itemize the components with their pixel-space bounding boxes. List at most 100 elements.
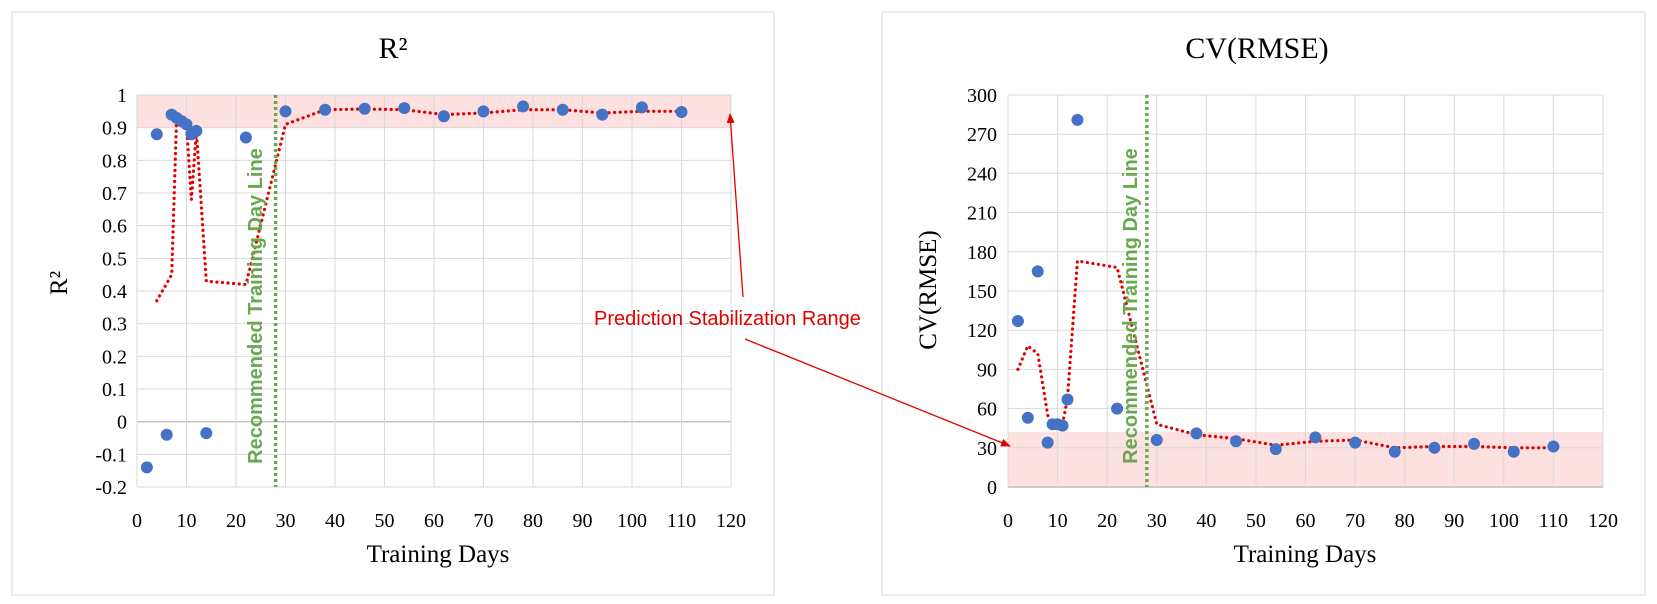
- x-axis-label: Training Days: [1234, 541, 1377, 568]
- data-point: [279, 105, 292, 118]
- y-tick-label: 300: [967, 85, 997, 107]
- y-tick-label: 150: [967, 281, 997, 303]
- x-tick-label: 120: [716, 510, 746, 532]
- x-axis-label: Training Days: [367, 541, 510, 568]
- data-point: [596, 108, 609, 121]
- data-point: [319, 103, 332, 116]
- data-point: [675, 105, 688, 118]
- recommended-line-label: Recommended Training Day Line: [245, 148, 267, 464]
- data-point: [635, 101, 648, 114]
- data-point: [1011, 315, 1024, 328]
- x-tick-label: 110: [667, 510, 696, 532]
- x-tick-label: 70: [474, 510, 494, 532]
- y-tick-label: 120: [967, 320, 997, 342]
- data-point: [239, 131, 252, 144]
- data-point: [1071, 113, 1084, 126]
- x-tick-label: 100: [1489, 510, 1519, 532]
- y-tick-label: 0.1: [102, 379, 127, 401]
- x-tick-label: 100: [617, 510, 647, 532]
- cv-rmse-chart: CV(RMSE) 0 30 60 90 120 150 180 210 240 270 300 0 10…: [881, 11, 1646, 596]
- y-tick-label: 0.2: [102, 346, 127, 368]
- y-tick-label: 1: [117, 85, 127, 107]
- stabilization-annotation: Prediction Stabilization Range: [594, 113, 1011, 447]
- y-axis-label: CV(RMSE): [915, 230, 942, 349]
- data-point: [1547, 440, 1560, 453]
- chart-frame: [881, 11, 1646, 596]
- data-point: [1269, 443, 1282, 456]
- x-tick-label: 80: [1395, 510, 1415, 532]
- y-tick-label: 60: [977, 399, 997, 421]
- x-tick-label: 20: [1097, 510, 1117, 532]
- data-point: [1349, 436, 1362, 449]
- data-point: [1388, 445, 1401, 458]
- x-tick-label: 60: [424, 510, 444, 532]
- data-point: [1031, 265, 1044, 278]
- y-tick-label: 210: [967, 203, 997, 225]
- x-tick-label: 0: [132, 510, 142, 532]
- data-point: [437, 110, 450, 123]
- x-tick-label: 110: [1539, 510, 1568, 532]
- x-tick-label: 40: [1196, 510, 1216, 532]
- y-tick-label: 0.7: [102, 183, 127, 205]
- x-tick-label: 70: [1345, 510, 1365, 532]
- y-tick-label: -0.1: [95, 444, 127, 466]
- x-tick-label: 50: [375, 510, 395, 532]
- x-tick-label: 10: [177, 510, 197, 532]
- x-tick-label: 60: [1296, 510, 1316, 532]
- data-point: [160, 428, 173, 441]
- x-tick-label: 30: [276, 510, 296, 532]
- data-point: [1041, 436, 1054, 449]
- data-point: [556, 103, 569, 116]
- data-point: [140, 461, 153, 474]
- y-tick-label: 0.9: [102, 118, 127, 140]
- y-axis-label: R²: [46, 271, 73, 295]
- y-tick-label: 90: [977, 359, 997, 381]
- data-point: [398, 102, 411, 115]
- data-point: [358, 102, 371, 115]
- plot-area: -0.2-0.100.10.20.30.40.50.60.70.80.910 10…: [95, 85, 746, 532]
- x-tick-label: 50: [1246, 510, 1266, 532]
- x-tick-label: 30: [1147, 510, 1167, 532]
- x-tick-label: 40: [325, 510, 345, 532]
- x-tick-label: 80: [523, 510, 543, 532]
- data-point: [1150, 433, 1163, 446]
- data-point: [517, 100, 530, 113]
- y-tick-label: 0.3: [102, 314, 127, 336]
- y-tick-label: 180: [967, 242, 997, 264]
- x-tick-label: 20: [226, 510, 246, 532]
- data-point: [190, 124, 203, 137]
- plot-area: 0 30 60 90 120 150 180 210 240 270 300 0 10 20 30 40 50 6…: [967, 85, 1618, 532]
- annotation-text: Prediction Stabilization Range: [594, 308, 861, 330]
- y-tick-label: 0.5: [102, 248, 127, 270]
- arrow-to-r2-band: [726, 113, 744, 298]
- y-tick-label: 30: [977, 438, 997, 460]
- chart-title: R²: [378, 32, 407, 65]
- data-point: [477, 105, 490, 118]
- data-point: [1507, 445, 1520, 458]
- x-tick-label: 0: [1003, 510, 1013, 532]
- y-tick-label: 240: [967, 163, 997, 185]
- y-tick-label: -0.2: [95, 477, 127, 499]
- y-tick-label: 0: [117, 412, 127, 434]
- data-point: [1309, 431, 1322, 444]
- data-point: [1061, 393, 1074, 406]
- arrow-to-cvrmse-band: [744, 338, 1011, 447]
- data-point: [1468, 437, 1481, 450]
- y-tick-label: 0: [987, 477, 997, 499]
- data-point: [1056, 419, 1069, 432]
- data-point: [1021, 411, 1034, 424]
- x-tick-label: 90: [1444, 510, 1464, 532]
- y-tick-label: 270: [967, 124, 997, 146]
- data-point: [1190, 427, 1203, 440]
- chart-title: CV(RMSE): [1185, 32, 1328, 65]
- x-tick-label: 10: [1048, 510, 1068, 532]
- data-point: [1111, 402, 1124, 415]
- data-point: [1230, 435, 1243, 448]
- y-tick-label: 0.4: [102, 281, 127, 303]
- x-tick-label: 120: [1588, 510, 1618, 532]
- data-point: [1428, 441, 1441, 454]
- r2-chart: R² -0.2 -0.1 0 0.1 0.2 0.3 0.4 0.5 0.6 0.7 0.8 0.9 1…: [11, 11, 775, 596]
- y-tick-label: 0.6: [102, 216, 127, 238]
- y-tick-label: 0.8: [102, 150, 127, 172]
- x-tick-label: 90: [573, 510, 593, 532]
